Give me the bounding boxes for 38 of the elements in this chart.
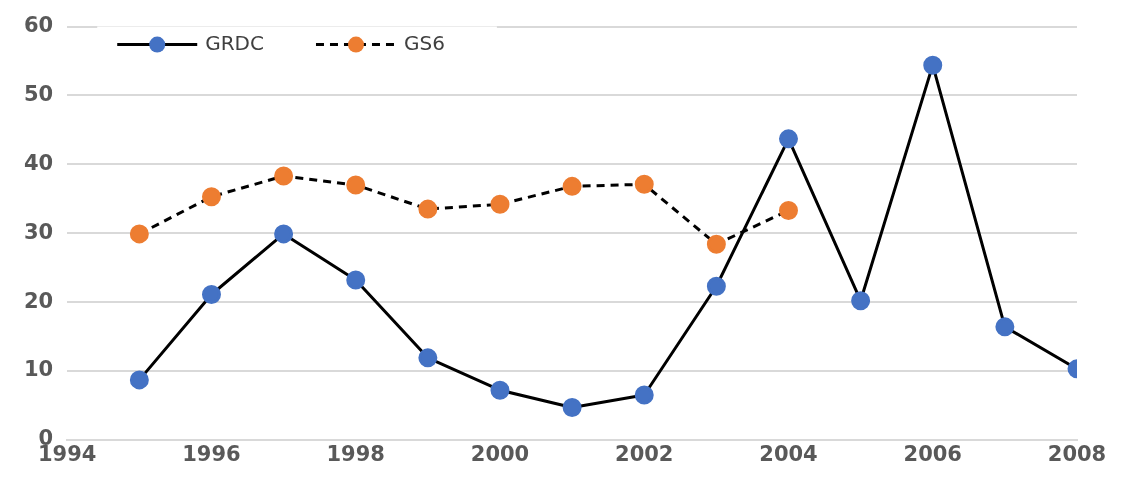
point (778, 200, 798, 220)
y-tick-label: 30 (23, 219, 54, 244)
point (923, 55, 943, 75)
point (201, 284, 221, 304)
point (851, 291, 871, 311)
point (129, 224, 149, 244)
point (490, 380, 510, 400)
y-tick-label: 40 (23, 150, 54, 175)
point (706, 276, 726, 296)
point (490, 194, 510, 214)
point (346, 175, 366, 195)
y-tick-label: 60 (23, 13, 54, 38)
point (418, 199, 438, 219)
point (995, 317, 1015, 337)
x-tick-label: 2000 (470, 441, 530, 466)
x-tick-label: 2002 (615, 441, 674, 466)
point (129, 370, 149, 390)
point (634, 174, 654, 194)
legend-label: GRDC (205, 30, 264, 55)
y-tick-label: 20 (23, 288, 54, 313)
y-tick-label: 50 (23, 81, 54, 106)
point (778, 129, 798, 149)
x-tick-label: 2004 (759, 441, 818, 466)
point (562, 397, 582, 417)
y-tick-label: 10 (23, 357, 54, 382)
x-tick-label: 1996 (182, 441, 241, 466)
x-tick-label: 1998 (326, 441, 385, 466)
point (346, 270, 366, 290)
point (274, 224, 294, 244)
point (201, 187, 221, 207)
point (634, 385, 654, 405)
x-tick-label: 2006 (903, 441, 962, 466)
point (706, 234, 726, 254)
point (562, 176, 582, 196)
point (418, 348, 438, 368)
x-tick-label: 2008 (1047, 441, 1107, 466)
point (274, 166, 294, 186)
legend-label: GS6 (403, 30, 445, 55)
